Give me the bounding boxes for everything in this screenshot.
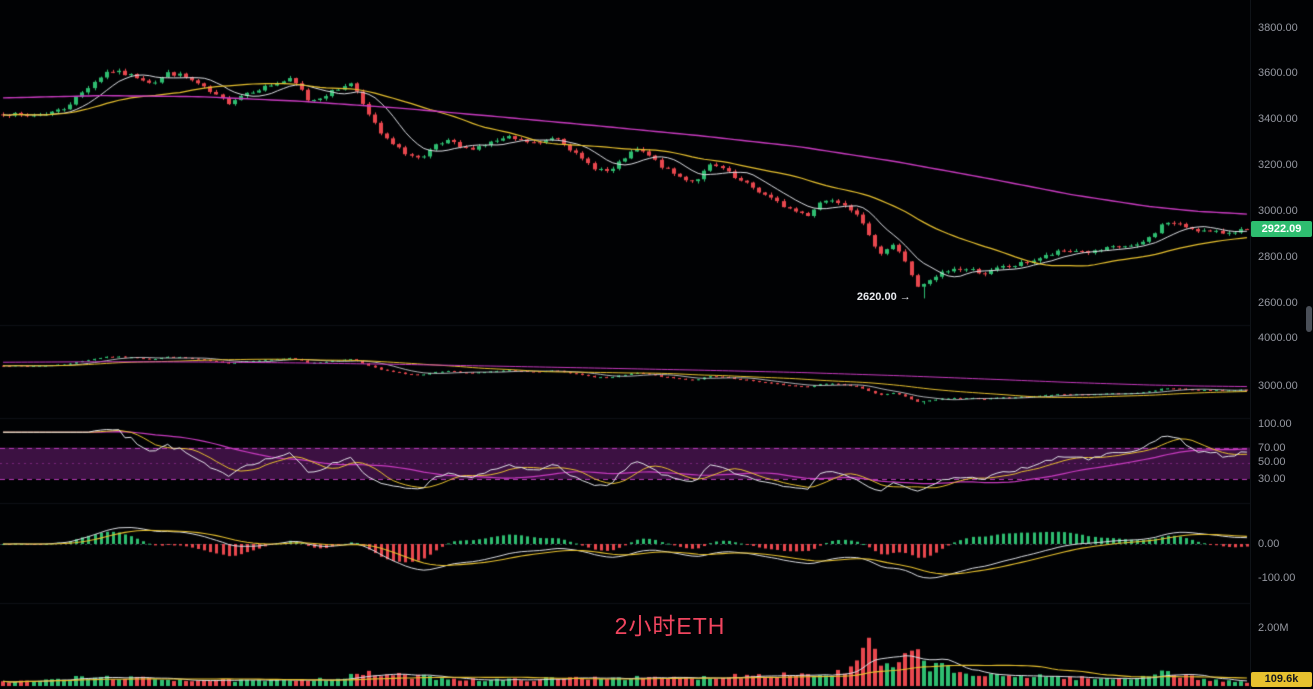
axis-tick-label: 4000.00 xyxy=(1258,332,1298,344)
volume-badge: 109.6k xyxy=(1251,672,1312,687)
axis-tick-label: 3800.00 xyxy=(1258,22,1298,34)
axis-tick-label: 3600.00 xyxy=(1258,67,1298,79)
axis-tick-label: 2600.00 xyxy=(1258,297,1298,309)
axis-tick-label: 30.00 xyxy=(1258,473,1286,485)
low-price-annotation: 2620.00 → xyxy=(856,291,911,304)
axis-tick-label: 0.00 xyxy=(1258,538,1280,550)
axis-tick-label: 2800.00 xyxy=(1258,251,1298,263)
axis-tick-label: 70.00 xyxy=(1258,442,1286,454)
axis-tick-label: 100.00 xyxy=(1258,418,1292,430)
axis-tick-label: 2.00M xyxy=(1258,622,1289,634)
price-axis[interactable]: 2922.09 109.6k 3800.00 3600.00 3400.00 3200… xyxy=(1250,0,1313,689)
axis-tick-label: 50.00 xyxy=(1258,456,1286,468)
axis-tick-label: 3400.00 xyxy=(1258,113,1298,125)
timeframe-symbol-label: 2小时ETH xyxy=(614,613,726,639)
axis-tick-label: -100.00 xyxy=(1258,572,1296,584)
axis-tick-label: 3000.00 xyxy=(1258,380,1298,392)
axis-tick-label: 3200.00 xyxy=(1258,159,1298,171)
chart-canvas[interactable] xyxy=(0,0,1250,689)
axis-tick-label: 3000.00 xyxy=(1258,205,1298,217)
scrollbar-thumb[interactable] xyxy=(1306,306,1312,332)
last-price-badge: 2922.09 xyxy=(1251,221,1312,238)
